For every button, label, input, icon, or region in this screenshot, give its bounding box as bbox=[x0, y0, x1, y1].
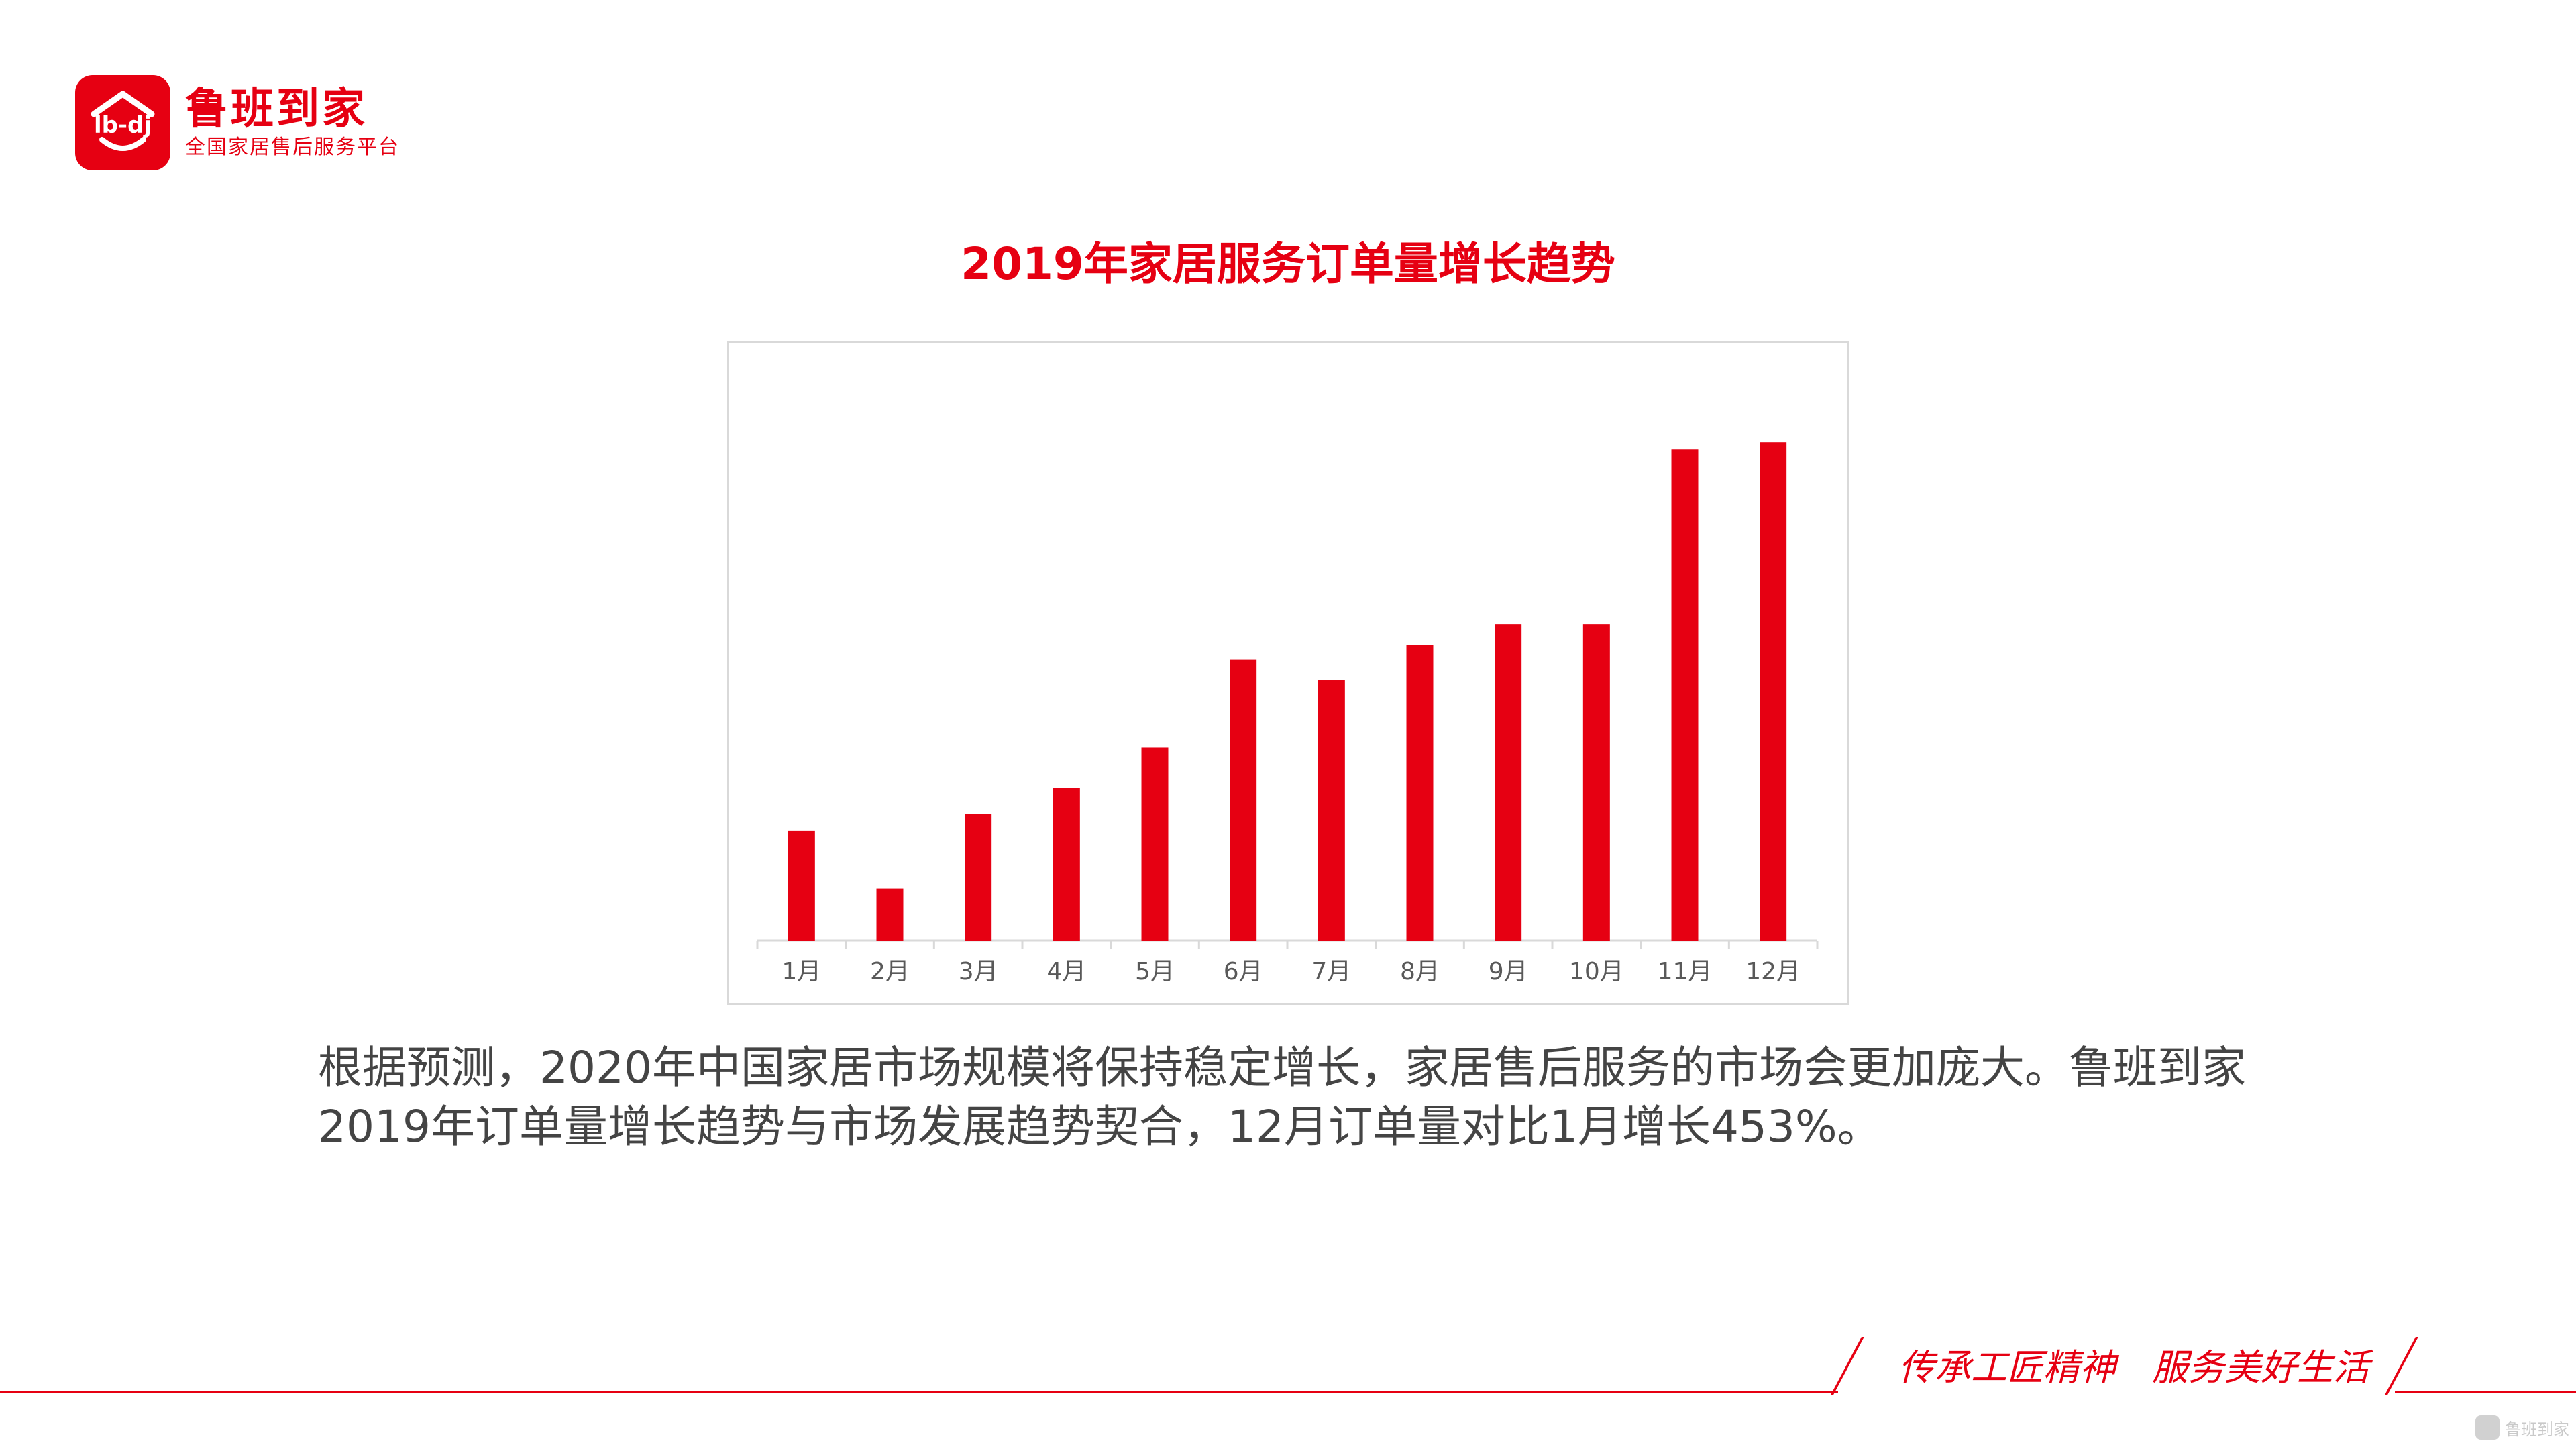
bar-8 bbox=[1406, 645, 1434, 941]
brand-name: 鲁班到家 bbox=[185, 85, 368, 134]
watermark-logo-icon bbox=[2475, 1415, 2500, 1440]
x-tick-label: 1月 bbox=[782, 958, 821, 985]
bar-3 bbox=[965, 814, 992, 941]
footer-motto: 传承工匠精神 服务美好生活 bbox=[1898, 1346, 2369, 1389]
bar-12 bbox=[1760, 442, 1787, 941]
bar-9 bbox=[1495, 624, 1522, 941]
bar-4 bbox=[1053, 788, 1080, 941]
footer-slash-right bbox=[2385, 1337, 2418, 1395]
chart-frame: 1月 2月 3月 4月 5月 6月 7月 8月 9月 10月 11月 12月 bbox=[727, 341, 1849, 1005]
x-tick-label: 12月 bbox=[1746, 958, 1801, 985]
x-tick-label: 8月 bbox=[1400, 958, 1440, 985]
x-tick-label: 5月 bbox=[1135, 958, 1175, 985]
bar-chart: 1月 2月 3月 4月 5月 6月 7月 8月 9月 10月 11月 12月 bbox=[756, 442, 1819, 985]
bar-2 bbox=[876, 888, 904, 941]
x-tick-label: 6月 bbox=[1224, 958, 1263, 985]
bar-11 bbox=[1671, 449, 1699, 941]
logo-icon: lb-dj bbox=[75, 75, 170, 170]
footer-divider bbox=[0, 1391, 1838, 1393]
svg-text:lb-dj: lb-dj bbox=[94, 112, 152, 139]
body-paragraph: 根据预测，2020年中国家居市场规模将保持稳定增长，家居售后服务的市场会更加庞大… bbox=[318, 1042, 2246, 1152]
bar-7 bbox=[1318, 680, 1345, 941]
bar-10 bbox=[1582, 624, 1610, 941]
brand-logo: lb-dj 鲁班到家 全国家居售后服务平台 bbox=[75, 75, 400, 170]
x-tick-label: 4月 bbox=[1046, 958, 1086, 985]
x-tick-label: 3月 bbox=[959, 958, 998, 985]
bar-6 bbox=[1230, 659, 1257, 941]
watermark-text: 鲁班到家 bbox=[2505, 1419, 2569, 1439]
x-tick-label: 9月 bbox=[1489, 958, 1528, 985]
x-tick-label: 11月 bbox=[1658, 958, 1713, 985]
x-tick-label: 7月 bbox=[1311, 958, 1351, 985]
chart-title: 2019年家居服务订单量增长趋势 bbox=[961, 238, 1615, 290]
x-tick-label: 10月 bbox=[1569, 958, 1624, 985]
x-tick-label: 2月 bbox=[870, 958, 910, 985]
footer-divider-right bbox=[2395, 1391, 2576, 1393]
bar-5 bbox=[1141, 747, 1169, 941]
footer-slash-left bbox=[1831, 1337, 1864, 1395]
watermark: 鲁班到家 bbox=[2475, 1415, 2569, 1440]
brand-slogan: 全国家居售后服务平台 bbox=[185, 136, 400, 159]
bar-1 bbox=[788, 830, 815, 941]
